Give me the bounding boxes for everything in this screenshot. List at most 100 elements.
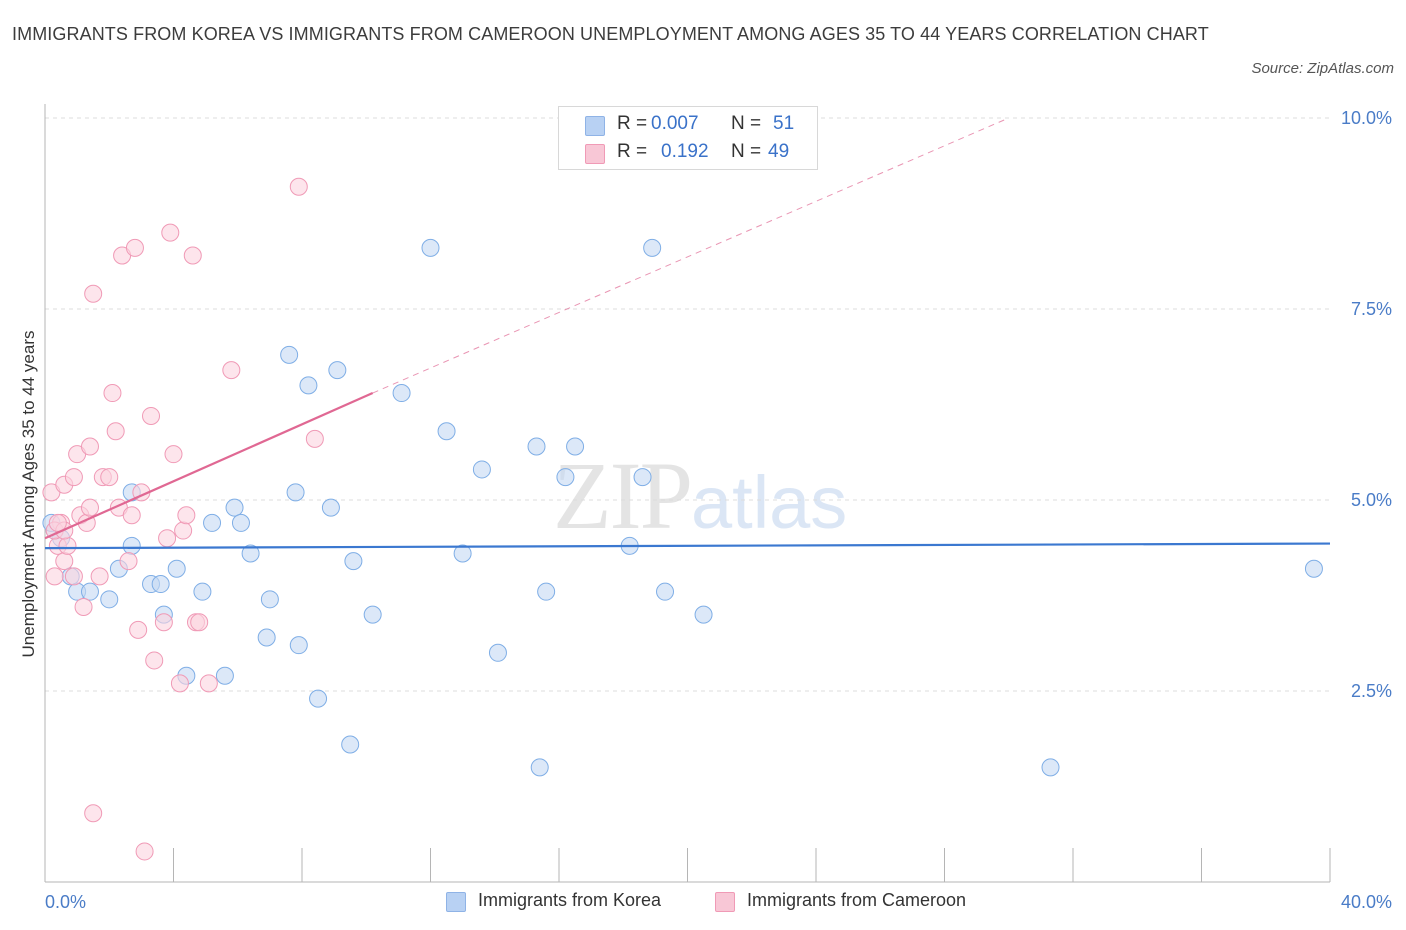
korea-point (286, 483, 305, 502)
korea-point (656, 582, 675, 601)
cameroon-point (222, 361, 241, 380)
cameroon-point (55, 552, 74, 571)
stats-legend: R = 0.007 N = 51 R = 0.192 N = 49 (558, 106, 818, 170)
y-axis-label: Unemployment Among Ages 35 to 44 years (19, 331, 38, 658)
cameroon-point (64, 567, 83, 586)
korea-point (231, 513, 250, 532)
legend-swatch-cameroon (585, 144, 605, 164)
korea-point (289, 636, 308, 655)
korea-point (151, 575, 170, 594)
cameroon-point (145, 651, 164, 670)
watermark-atlas: atlas (691, 461, 848, 544)
korea-point (530, 758, 549, 777)
korea-point (556, 468, 575, 487)
cameroon-point (103, 384, 122, 403)
korea-point (203, 513, 222, 532)
cameroon-point (199, 674, 218, 693)
cameroon-point (45, 567, 64, 586)
korea-point (241, 544, 260, 563)
cameroon-point (135, 842, 154, 861)
bottom-legend-swatch-cameroon (715, 892, 735, 912)
cameroon-point (119, 552, 138, 571)
watermark-zip: ZIP (553, 442, 693, 549)
cameroon-point (174, 521, 193, 540)
korea-point (321, 498, 340, 517)
series-korea-points (42, 238, 1323, 777)
korea-point (537, 582, 556, 601)
y-tick-label: 5.0% (1351, 490, 1392, 510)
korea-point (225, 498, 244, 517)
trend-line-cameroon (44, 392, 374, 540)
legend-n-value: 49 (768, 141, 790, 162)
cameroon-point (190, 613, 209, 632)
cameroon-point (106, 422, 125, 441)
legend-r-value: 0.007 (651, 113, 699, 134)
bottom-legend-label-korea: Immigrants from Korea (478, 890, 662, 910)
tick-labels: 2.5% 5.0% 7.5% 10.0% 0.0% 40.0% (45, 108, 1392, 912)
korea-point (694, 605, 713, 624)
gridlines (45, 117, 1330, 692)
chart-title: IMMIGRANTS FROM KOREA VS IMMIGRANTS FROM… (12, 24, 1209, 44)
cameroon-point (64, 468, 83, 487)
cameroon-point (161, 223, 180, 242)
x-tick-label: 0.0% (45, 892, 86, 912)
korea-point (260, 590, 279, 609)
cameroon-point (142, 406, 161, 425)
source-label: Source: ZipAtlas.com (1251, 60, 1394, 77)
korea-point (437, 422, 456, 441)
trend-lines (44, 117, 1331, 550)
cameroon-point (125, 238, 144, 257)
korea-point (299, 376, 318, 395)
korea-point (392, 384, 411, 403)
korea-point (309, 689, 328, 708)
korea-point (215, 666, 234, 685)
korea-point (1304, 559, 1323, 578)
cameroon-point (183, 246, 202, 265)
legend-r-value: 0.192 (661, 141, 709, 162)
y-tick-label: 7.5% (1351, 299, 1392, 319)
cameroon-point (58, 536, 77, 555)
korea-point (122, 536, 141, 555)
cameroon-point (100, 468, 119, 487)
cameroon-point (164, 445, 183, 464)
legend-n-label: N = (731, 113, 762, 134)
axes (44, 104, 1331, 883)
korea-point (1041, 758, 1060, 777)
cameroon-point (74, 597, 93, 616)
cameroon-point (158, 529, 177, 548)
cameroon-point (80, 437, 99, 456)
korea-point (344, 552, 363, 571)
korea-point (643, 238, 662, 257)
watermark: ZIPatlas (553, 440, 847, 551)
bottom-legend-label-cameroon: Immigrants from Cameroon (747, 890, 967, 910)
cameroon-point (129, 620, 148, 639)
cameroon-point (177, 506, 196, 525)
korea-point (100, 590, 119, 609)
korea-point (193, 582, 212, 601)
x-tick-label: 40.0% (1341, 892, 1392, 912)
cameroon-point (170, 674, 189, 693)
korea-point (80, 582, 99, 601)
cameroon-point (122, 506, 141, 525)
cameroon-point (305, 429, 324, 448)
cameroon-point (289, 177, 308, 196)
legend-swatch-korea (585, 116, 605, 136)
korea-point (421, 238, 440, 257)
trend-line-korea (44, 542, 1331, 550)
korea-point (167, 559, 186, 578)
y-tick-label: 2.5% (1351, 681, 1392, 701)
korea-point (488, 643, 507, 662)
cameroon-point (84, 804, 103, 823)
cameroon-point (154, 613, 173, 632)
cameroon-point (80, 498, 99, 517)
cameroon-point (84, 284, 103, 303)
korea-point (257, 628, 276, 647)
legend-n-value: 51 (773, 113, 795, 134)
bottom-legend-swatch-korea (446, 892, 466, 912)
cameroon-point (90, 567, 109, 586)
korea-point (280, 345, 299, 364)
korea-point (472, 460, 491, 479)
legend-r-label: R = (617, 113, 648, 134)
legend-n-label: N = (731, 141, 762, 162)
